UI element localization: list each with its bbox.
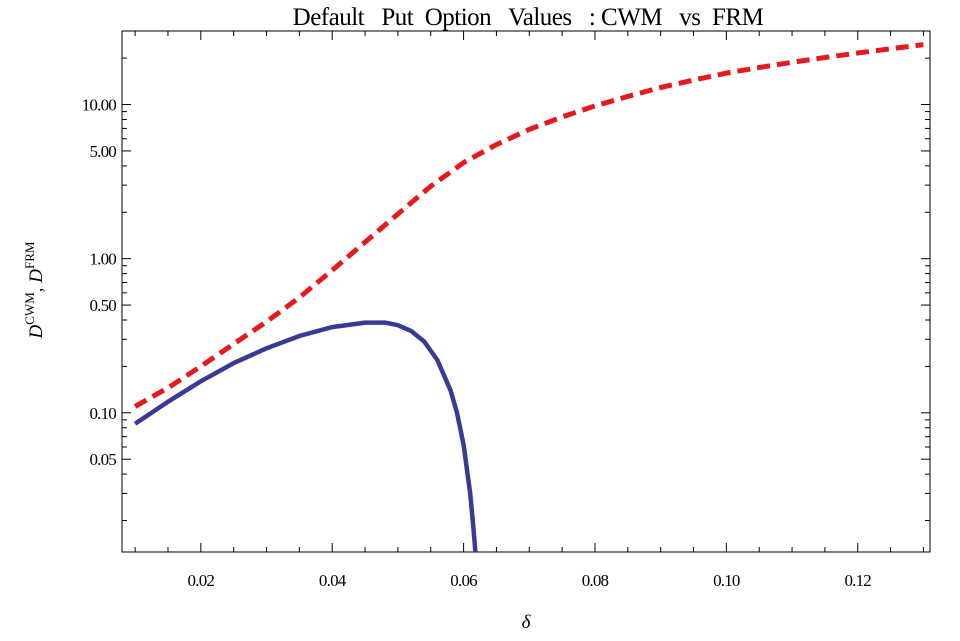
y-tick-label: 0.05 — [89, 450, 116, 469]
x-tick-label: 0.08 — [582, 571, 609, 590]
y-tick-label: 5.00 — [89, 142, 116, 161]
plot-frame — [121, 30, 931, 553]
chart-title: Default Put Option Values : CWM vs FRM — [293, 4, 764, 31]
x-tick-label: 0.04 — [319, 571, 347, 590]
y-tick-label: 10.00 — [82, 96, 117, 115]
y-tick-label: 0.10 — [89, 404, 116, 423]
y-tick-label: 1.00 — [89, 250, 116, 269]
series-line-frm — [133, 42, 924, 409]
y-label-base1: D — [26, 324, 47, 339]
y-label-base2: D — [26, 269, 47, 284]
y-label-sup1: CWM — [22, 292, 37, 325]
y-tick-label: 0.50 — [89, 296, 116, 315]
y-axis-label: DCWM, DFRM — [22, 241, 47, 339]
y-label-sep: , — [26, 283, 47, 293]
y-label-sup2: FRM — [22, 241, 37, 269]
x-tick-label: 0.10 — [713, 571, 740, 590]
x-axis-label: δ — [522, 612, 532, 633]
x-tick-label: 0.02 — [188, 571, 215, 590]
x-tick-label: 0.06 — [450, 571, 477, 590]
ticks-layer: 0.02 0.04 0.06 0.08 0.10 0.12 10.00 5.00 1.00 0.5… — [82, 30, 930, 590]
series-line-cwm — [133, 320, 478, 553]
series-layer — [133, 42, 924, 553]
x-tick-label: 0.12 — [844, 571, 871, 590]
